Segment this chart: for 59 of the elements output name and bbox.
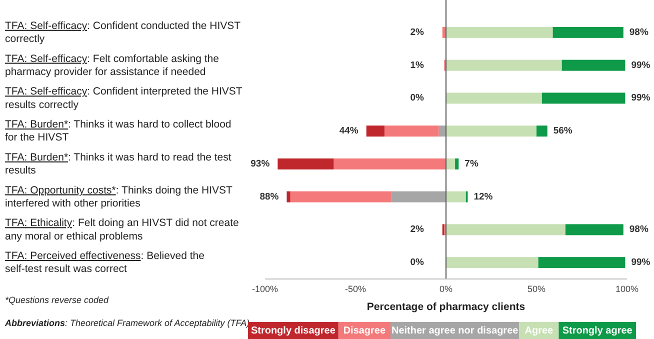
annotation: 0% — [410, 92, 425, 104]
x-tick-label: 50% — [527, 284, 546, 294]
x-tick-label: 0% — [439, 284, 453, 294]
annotation: 2% — [410, 26, 425, 38]
bar — [542, 92, 626, 104]
annotation: 0% — [410, 257, 425, 268]
annotation: 99% — [631, 60, 651, 71]
bar — [446, 60, 562, 71]
category-label: TFA: Perceived effectiveness: Believed the self-test result was correct — [5, 250, 204, 275]
bar — [538, 257, 626, 268]
bar — [552, 26, 624, 38]
text: Agree — [524, 326, 554, 337]
annotation: 93% — [250, 158, 270, 170]
x-axis-title: Percentage of pharmacy clients — [366, 301, 526, 313]
y-tick-label: TFA: Opportunity costs*: Thinks doing the HIVST interfered with other priorities — [5, 184, 234, 210]
y-tick-label: TFA: Burden*: Thinks it was hard to collect blood for the HIVST — [5, 118, 232, 144]
annotation: 1% — [410, 60, 425, 71]
category-label: TFA: Self-efficacy: Confident conducted the HIVST correctly — [5, 20, 241, 45]
annotation: 12% — [474, 191, 494, 202]
bar — [392, 191, 446, 202]
bar — [446, 257, 538, 268]
bar — [446, 92, 542, 104]
annotation: 7% — [464, 158, 479, 170]
bar — [446, 224, 566, 236]
bar — [286, 191, 290, 202]
text: Strongly disagree — [250, 326, 336, 337]
text: Neither agree nor disagree — [391, 326, 519, 337]
annotation: 2% — [410, 224, 425, 236]
annotation: 99% — [631, 257, 651, 268]
annotation: 98% — [629, 224, 649, 236]
bar — [536, 126, 548, 137]
bar — [334, 158, 446, 170]
annotation: 99% — [631, 92, 651, 104]
text: Disagree — [343, 326, 386, 337]
y-tick-label: TFA: Ethicality: Felt doing an HIVST did not create any moral or ethical problems — [5, 216, 240, 242]
annotation: 56% — [553, 126, 573, 137]
bar — [565, 224, 624, 236]
text: Strongly agree — [562, 326, 633, 337]
y-tick-label: TFA: Self-efficacy: Felt comfortable asking the pharmacy provider for assistance if needed — [5, 52, 220, 78]
bar — [446, 158, 456, 170]
annotation: 88% — [260, 191, 280, 202]
bar — [438, 126, 446, 137]
x-tick-label: 100% — [615, 284, 639, 294]
annotation: 44% — [339, 126, 359, 137]
text: *Questions reverse coded — [5, 295, 110, 305]
bar — [562, 60, 626, 71]
bar — [446, 26, 553, 38]
bar — [446, 126, 536, 137]
annotation: 98% — [629, 26, 649, 38]
bar — [446, 191, 466, 202]
bar — [384, 126, 439, 137]
x-tick-label: -50% — [344, 284, 366, 294]
bar — [455, 158, 459, 170]
bar — [366, 126, 384, 137]
category-label: TFA: Burden*: Thinks it was hard to read the test results — [5, 151, 232, 176]
bar — [290, 191, 392, 202]
bar — [278, 158, 334, 170]
y-tick-label: TFA: Self-efficacy: Confident interpreted the HIVST results correctly — [5, 85, 243, 111]
x-tick-label: -100% — [252, 284, 278, 294]
